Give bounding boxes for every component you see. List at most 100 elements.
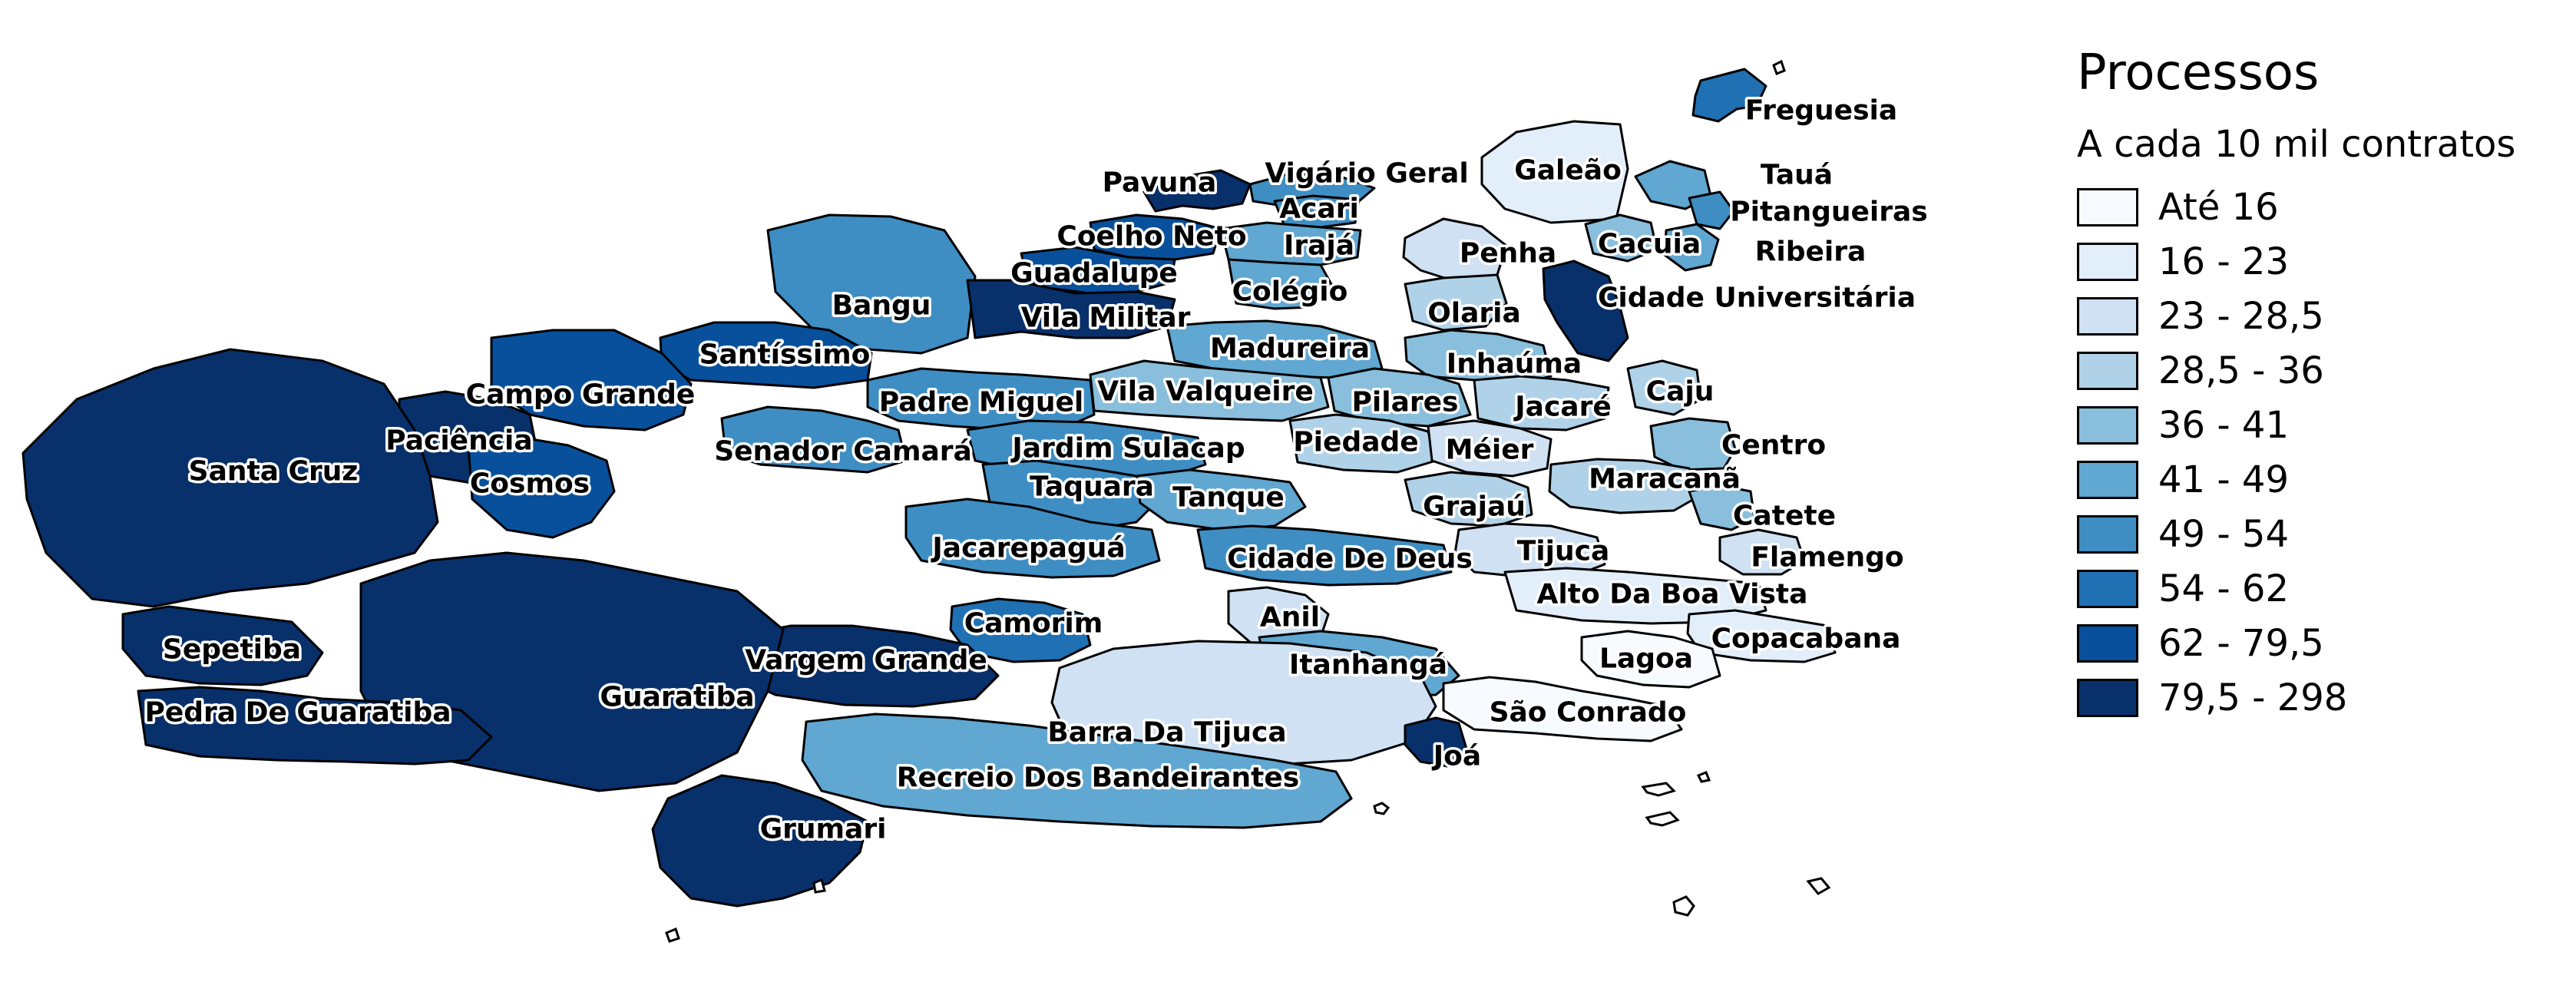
region-cidade-universitaria xyxy=(1542,260,1629,362)
legend-swatch xyxy=(2077,351,2138,390)
label-piedade: Piedade xyxy=(1293,427,1418,458)
label-senador-camara: Senador Camará xyxy=(714,436,972,468)
islet xyxy=(1641,782,1676,797)
legend-label: 62 - 79,5 xyxy=(2158,621,2324,665)
region-jacare xyxy=(1473,375,1610,432)
label-pedra-de-guaratiba: Pedra De Guaratiba xyxy=(144,697,451,729)
label-grumari: Grumari xyxy=(760,814,887,845)
region-freguesia xyxy=(1691,68,1767,123)
region-pavuna xyxy=(1143,169,1252,213)
legend-item: 79,5 - 298 xyxy=(2077,670,2568,725)
label-catete: Catete xyxy=(1733,501,1836,532)
region-catete xyxy=(1688,484,1756,531)
label-bangu: Bangu xyxy=(832,290,931,322)
legend-item: 28,5 - 36 xyxy=(2077,343,2568,398)
label-joa: Joá xyxy=(1431,741,1481,772)
region-maracana xyxy=(1548,458,1702,514)
map-legend: Processos A cada 10 mil contratos Até 16… xyxy=(2077,38,2568,725)
region-recreio-dos-bandeirantes xyxy=(801,713,1353,829)
legend-swatch xyxy=(2077,242,2138,281)
label-sao-conrado: São Conrado xyxy=(1490,697,1687,729)
label-olaria: Olaria xyxy=(1427,298,1521,329)
label-campo-grande: Campo Grande xyxy=(466,379,696,411)
label-barra-da-tijuca: Barra Da Tijuca xyxy=(1047,717,1286,749)
legend-label: 79,5 - 298 xyxy=(2158,676,2348,719)
region-caju xyxy=(1626,359,1702,416)
region-pedra-de-guaratiba xyxy=(137,686,493,765)
label-galeao: Galeão xyxy=(1514,155,1622,187)
label-penha: Penha xyxy=(1460,238,1556,269)
label-inhauma: Inhaúma xyxy=(1447,349,1582,380)
islet xyxy=(1672,895,1695,917)
label-jacare: Jacaré xyxy=(1513,392,1612,423)
regions-layer xyxy=(21,68,1837,908)
legend-title: Processos xyxy=(2077,45,2320,101)
label-jacarepagua: Jacarepaguá xyxy=(930,533,1125,564)
region-lagoa xyxy=(1580,630,1721,689)
legend-label: 16 - 23 xyxy=(2158,240,2289,283)
label-tijuca: Tijuca xyxy=(1517,536,1610,567)
label-alto-da-boa-vista: Alto Da Boa Vista xyxy=(1537,579,1808,610)
label-copacabana: Copacabana xyxy=(1711,623,1901,655)
region-joa xyxy=(1404,716,1468,768)
label-paciencia: Paciência xyxy=(385,425,532,457)
label-pitangueiras: Pitangueiras xyxy=(1730,197,1927,228)
legend-label: 28,5 - 36 xyxy=(2158,349,2324,392)
region-pitangueiras xyxy=(1688,190,1735,230)
legend-item: 23 - 28,5 xyxy=(2077,289,2568,343)
region-bangu xyxy=(766,213,977,355)
labels-layer: Freguesia Pavuna Vigário Geral Galeão Tauá Ac… xyxy=(142,92,1930,848)
label-madureira: Madureira xyxy=(1210,333,1370,365)
label-vila-valqueire: Vila Valqueire xyxy=(1097,376,1314,408)
legend-swatch xyxy=(2077,678,2138,717)
region-olaria xyxy=(1404,273,1508,332)
region-vila-valqueire xyxy=(1089,359,1330,422)
islet xyxy=(812,878,826,894)
region-sepetiba xyxy=(121,605,324,686)
label-meier: Méier xyxy=(1446,435,1534,466)
region-grajau xyxy=(1404,471,1533,527)
label-recreio-dos-bandeirantes: Recreio Dos Bandeirantes xyxy=(897,762,1299,794)
islet xyxy=(1645,811,1680,827)
region-galeao xyxy=(1480,120,1629,224)
legend-swatch xyxy=(2077,187,2138,227)
label-guadalupe: Guadalupe xyxy=(1010,258,1178,289)
label-lagoa: Lagoa xyxy=(1599,643,1693,675)
legend-swatch xyxy=(2077,405,2138,445)
label-coelho-neto: Coelho Neto xyxy=(1057,221,1246,253)
label-ribeira: Ribeira xyxy=(1755,236,1867,268)
legend-list: Até 16 16 - 23 23 - 28,5 28,5 - 36 36 - … xyxy=(2077,180,2568,725)
label-santa-cruz: Santa Cruz xyxy=(189,456,359,488)
label-vigario-geral: Vigário Geral xyxy=(1265,158,1468,190)
region-alto-da-boa-vista xyxy=(1503,567,1767,625)
region-campo-grande xyxy=(490,329,693,432)
label-camorim: Camorim xyxy=(964,608,1103,640)
legend-item: 41 - 49 xyxy=(2077,452,2568,507)
region-cidade-de-deus xyxy=(1196,524,1453,587)
label-maracana: Maracanã xyxy=(1589,464,1741,495)
legend-label: Até 16 xyxy=(2158,185,2279,229)
legend-label: 23 - 28,5 xyxy=(2158,294,2324,338)
region-pilares xyxy=(1327,367,1472,428)
legend-label: 36 - 41 xyxy=(2158,403,2289,447)
legend-item: 16 - 23 xyxy=(2077,234,2568,289)
region-ribeira xyxy=(1663,223,1720,272)
islet xyxy=(1373,802,1391,815)
legend-swatch xyxy=(2077,460,2138,499)
label-cidade-universitaria: Cidade Universitária xyxy=(1598,283,1916,314)
region-flamengo xyxy=(1718,528,1806,576)
label-cosmos: Cosmos xyxy=(470,468,590,500)
islet xyxy=(1806,877,1831,895)
region-senador-camara xyxy=(720,405,908,474)
label-colegio: Colégio xyxy=(1232,276,1348,308)
label-centro: Centro xyxy=(1721,430,1826,461)
label-santissimo: Santíssimo xyxy=(699,339,871,371)
islet xyxy=(1772,59,1786,75)
legend-swatch xyxy=(2077,623,2138,663)
label-jardim-sulacap: Jardim Sulacap xyxy=(1010,433,1245,465)
label-guaratiba: Guaratiba xyxy=(600,682,754,713)
label-iraja: Irajá xyxy=(1284,230,1354,262)
label-vila-militar: Vila Militar xyxy=(1021,303,1191,334)
region-camorim xyxy=(949,597,1092,663)
label-pilares: Pilares xyxy=(1352,387,1459,418)
